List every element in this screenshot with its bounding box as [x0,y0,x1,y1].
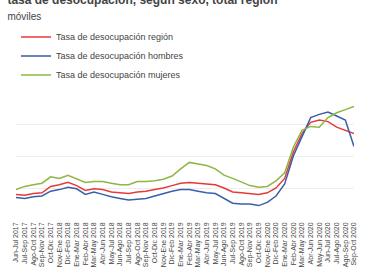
svg-text:Jul-Sep 2017: Jul-Sep 2017 [21,222,29,263]
svg-text:Feb-Abr 2019: Feb-Abr 2019 [186,222,193,265]
svg-text:Oct-Dic 2017: Oct-Dic 2017 [47,222,54,263]
svg-text:Jun-Ago 2018: Jun-Ago 2018 [116,222,124,266]
svg-text:Feb-Abr 2018: Feb-Abr 2018 [82,222,89,265]
svg-text:Nov-Ene 2020: Nov-Ene 2020 [264,222,271,267]
svg-text:Ene-Mar 2020: Ene-Mar 2020 [281,222,288,266]
svg-text:Mar-May 2018: Mar-May 2018 [90,222,98,267]
svg-text:Sep-Oct 2020: Sep-Oct 2020 [350,222,358,265]
svg-text:May-Jul 2019: May-Jul 2019 [212,222,220,264]
svg-text:Ene-Mar 2019: Ene-Mar 2019 [177,222,184,266]
svg-text:Mar-May 2020: Mar-May 2020 [298,222,306,267]
svg-text:May-Jul 2018: May-Jul 2018 [108,222,116,264]
svg-text:Abr-Jun 2019: Abr-Jun 2019 [203,222,210,264]
svg-text:Ago-Oct 2019: Ago-Oct 2019 [238,222,246,265]
svg-text:Dic-Feb 2019: Dic-Feb 2019 [168,222,175,264]
svg-text:Tasa de desocupación región: Tasa de desocupación región [56,32,173,42]
svg-text:Mar-May 2019: Mar-May 2019 [194,222,202,267]
svg-text:Feb-Abr 2020: Feb-Abr 2020 [290,222,297,265]
svg-text:May-Jun 2020: May-Jun 2020 [316,222,324,266]
svg-text:Dic-Feb 2018: Dic-Feb 2018 [64,222,71,264]
svg-text:Nov-Ene 2018: Nov-Ene 2018 [56,222,63,267]
svg-text:Abr-Jun 2018: Abr-Jun 2018 [99,222,106,264]
svg-text:Ago-Sep 2020: Ago-Sep 2020 [342,222,350,267]
svg-text:Jul-Sep 2019: Jul-Sep 2019 [229,222,237,263]
svg-text:Tasa de desocupación hombres: Tasa de desocupación hombres [56,51,184,61]
svg-text:tasa de desocupación, según se: tasa de desocupación, según sexo, total … [7,0,277,22]
svg-text:Jun-Ago 2019: Jun-Ago 2019 [220,222,228,266]
svg-text:Abr-Jun 2020: Abr-Jun 2020 [307,222,314,264]
svg-text:Oct-Dic 2019: Oct-Dic 2019 [255,222,262,263]
svg-text:Jul-Sep 2018: Jul-Sep 2018 [125,222,133,263]
svg-text:Tasa de desocupación mujeres: Tasa de desocupación mujeres [56,70,181,80]
svg-text:Ago-Oct 2018: Ago-Oct 2018 [134,222,142,265]
svg-text:Ene-Mar 2018: Ene-Mar 2018 [73,222,80,266]
svg-text:Dic-Feb 2020: Dic-Feb 2020 [272,222,279,264]
svg-text:Jun-Jul 2017: Jun-Jul 2017 [12,222,19,262]
svg-text:Sep-Nov 2018: Sep-Nov 2018 [142,222,150,267]
svg-text:Ago-Oct 2017: Ago-Oct 2017 [30,222,38,265]
svg-text:Nov-Ene 2019: Nov-Ene 2019 [160,222,167,267]
svg-text:Jun-Jul 2020: Jun-Jul 2020 [324,222,331,262]
svg-text:Sep-Nov 2017: Sep-Nov 2017 [38,222,46,267]
svg-text:Sep-Nov 2019: Sep-Nov 2019 [246,222,254,267]
svg-text:Oct-Dic 2018: Oct-Dic 2018 [151,222,158,263]
svg-text:Jul-Ago 2020: Jul-Ago 2020 [333,222,341,263]
